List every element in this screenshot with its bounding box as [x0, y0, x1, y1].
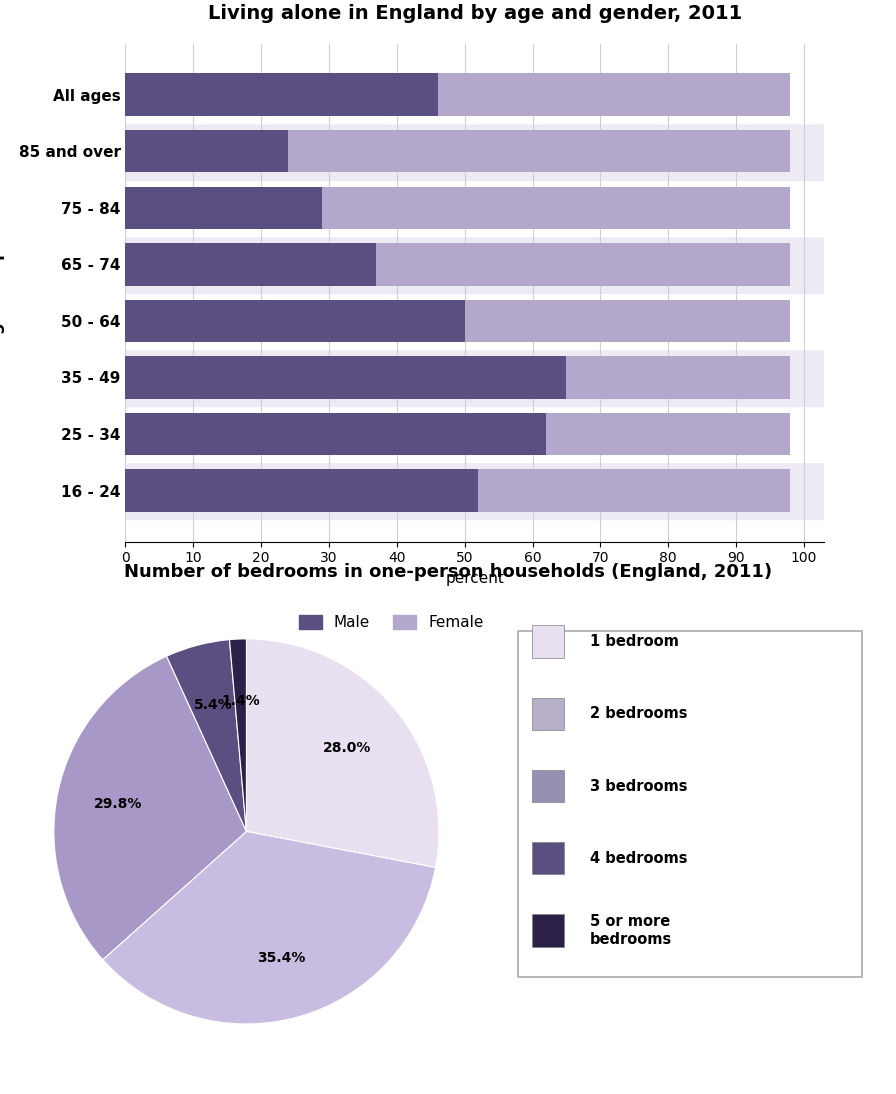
Bar [125, 349, 824, 406]
Bar [125, 179, 824, 236]
Bar [465, 300, 790, 342]
Bar [125, 469, 478, 512]
FancyBboxPatch shape [518, 631, 862, 977]
Bar [376, 243, 790, 286]
Text: 29.8%: 29.8% [94, 798, 142, 812]
Bar [323, 187, 790, 229]
Bar [125, 412, 547, 455]
Text: 3 bedrooms: 3 bedrooms [590, 779, 687, 793]
Bar [125, 130, 289, 173]
Text: 5 or more
bedrooms: 5 or more bedrooms [590, 915, 672, 946]
Bar [547, 412, 790, 455]
Text: 1 bedroom: 1 bedroom [590, 635, 678, 649]
Bar [532, 626, 564, 657]
Bar [125, 123, 824, 179]
Text: 1.4%: 1.4% [221, 694, 260, 708]
Bar [289, 130, 790, 173]
Wedge shape [103, 831, 435, 1024]
Wedge shape [229, 639, 246, 831]
Bar [125, 300, 465, 342]
Bar [125, 293, 824, 349]
Bar [478, 469, 790, 512]
Wedge shape [167, 640, 246, 831]
Bar [125, 243, 376, 286]
Bar [437, 73, 790, 116]
Text: Number of bedrooms in one-person households (England, 2011): Number of bedrooms in one-person househo… [124, 562, 772, 581]
Bar [125, 357, 566, 398]
Text: 28.0%: 28.0% [323, 741, 372, 755]
Legend: Male, Female: Male, Female [292, 609, 489, 637]
Title: Living alone in England by age and gender, 2011: Living alone in England by age and gende… [208, 3, 742, 23]
Text: 4 bedrooms: 4 bedrooms [590, 851, 687, 865]
Bar [566, 357, 790, 398]
Bar [532, 915, 564, 946]
Bar [532, 698, 564, 730]
Bar [532, 842, 564, 874]
Bar [532, 770, 564, 802]
Y-axis label: Age Groups: Age Groups [0, 238, 4, 347]
Text: 35.4%: 35.4% [257, 951, 306, 965]
Bar [125, 236, 824, 292]
Wedge shape [54, 656, 246, 959]
Bar [125, 463, 824, 519]
Bar [125, 406, 824, 463]
X-axis label: percent: percent [445, 571, 504, 585]
Bar [125, 73, 437, 116]
Bar [125, 187, 323, 229]
Bar [125, 67, 824, 123]
Text: 5.4%: 5.4% [194, 698, 232, 712]
Wedge shape [246, 639, 439, 868]
Text: 2 bedrooms: 2 bedrooms [590, 707, 687, 721]
